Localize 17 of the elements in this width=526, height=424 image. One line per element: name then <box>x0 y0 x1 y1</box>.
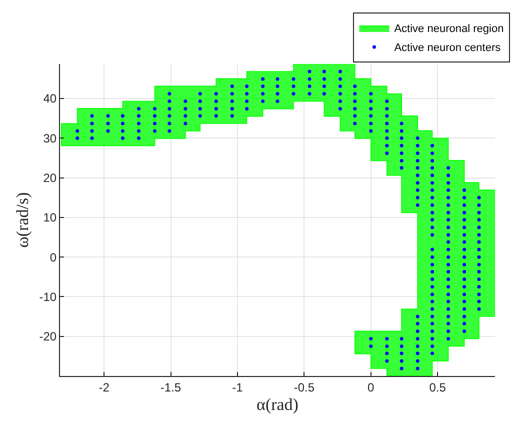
y-tick-label: 30 <box>43 131 57 146</box>
x-axis-title: α(rad) <box>256 394 298 414</box>
x-tick-label: -1.5 <box>160 380 182 394</box>
x-tick-label: -1 <box>232 380 244 394</box>
legend-label: Active neuron centers <box>394 42 502 54</box>
y-axis-title: ω(rad/s) <box>12 192 32 248</box>
x-tick-label: 0.5 <box>429 380 446 394</box>
y-tick-label: 0 <box>50 250 57 264</box>
y-tick-label: 20 <box>43 170 57 185</box>
x-tick-label: 0 <box>368 380 375 394</box>
x-tick-label: -0.5 <box>294 380 315 394</box>
y-tick-label: 10 <box>43 210 57 225</box>
y-tick-label: 40 <box>43 92 57 106</box>
y-tick-label: -20 <box>39 330 57 344</box>
x-tick-label: -2 <box>98 380 110 394</box>
y-tick-label: -10 <box>39 290 57 304</box>
legend-label: Active neuronal region <box>394 23 504 36</box>
